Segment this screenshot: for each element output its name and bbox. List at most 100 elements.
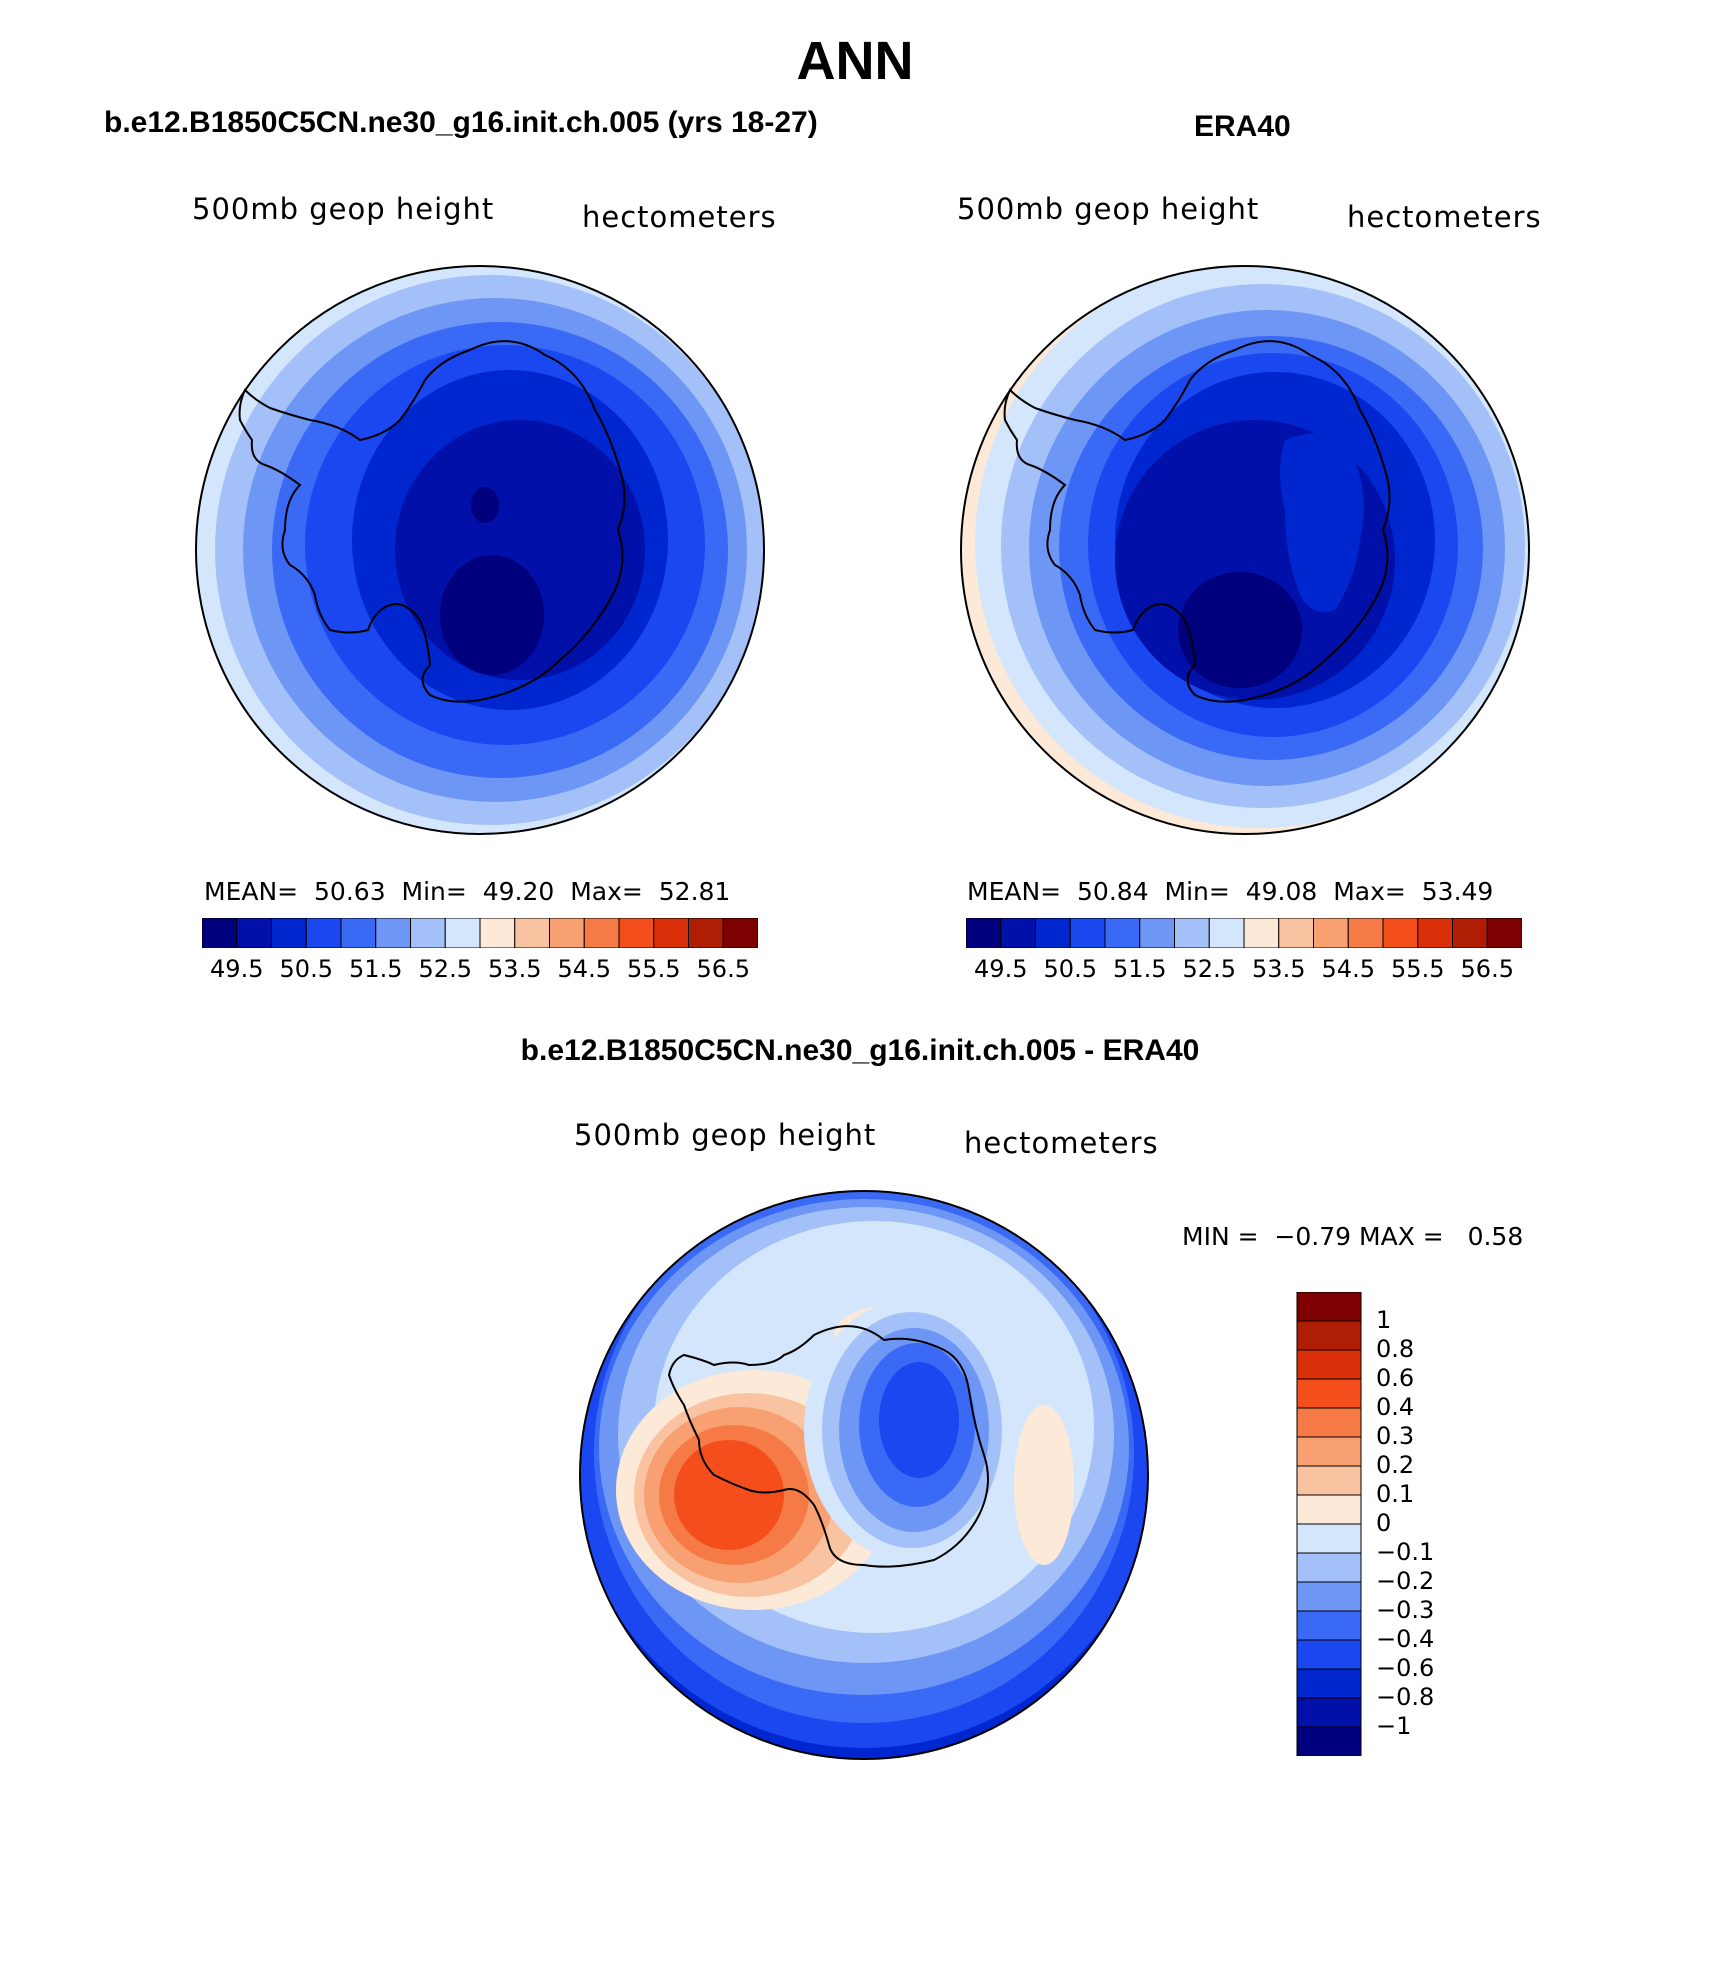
obs-colorbar-tick-label: 51.5 xyxy=(1113,955,1167,983)
model-mean-label: MEAN= xyxy=(204,877,299,906)
obs-colorbar-tick-label: 55.5 xyxy=(1391,955,1445,983)
obs-colorbar-tick-label: 50.5 xyxy=(1043,955,1097,983)
obs-stats: MEAN= 50.84 Min= 49.08 Max= 53.49 xyxy=(967,877,1493,906)
obs-min-value: 49.08 xyxy=(1245,877,1318,906)
obs-colorbar-swatch xyxy=(966,918,1002,948)
diff-colorbar-tick-label: 0.2 xyxy=(1376,1451,1415,1479)
antarctica-coastline xyxy=(667,1325,989,1568)
obs-colorbar-swatch xyxy=(1000,918,1036,948)
diff-colorbar-swatch xyxy=(1296,1292,1362,1322)
diff-colorbar xyxy=(1296,1292,1362,1756)
model-colorbar xyxy=(202,918,758,948)
obs-colorbar-swatch xyxy=(1313,918,1349,948)
model-colorbar-tick-label: 56.5 xyxy=(696,955,750,983)
obs-colorbar-swatch xyxy=(1486,918,1522,948)
model-colorbar-swatch xyxy=(340,918,377,948)
obs-colorbar-swatch xyxy=(1139,918,1175,948)
model-colorbar-swatch xyxy=(271,918,307,948)
model-colorbar-tick-label: 53.5 xyxy=(488,955,542,983)
model-max-value: 52.81 xyxy=(658,877,731,906)
obs-colorbar-swatch xyxy=(1243,918,1280,948)
model-colorbar-tick-label: 52.5 xyxy=(418,955,472,983)
diff-colorbar-tick-label: −0.6 xyxy=(1376,1654,1435,1682)
diff-colorbar-swatch xyxy=(1296,1668,1362,1699)
diff-colorbar-tick-label: −0.3 xyxy=(1376,1596,1435,1624)
obs-colorbar-swatch xyxy=(1382,918,1419,948)
obs-mean-value: 50.84 xyxy=(1077,877,1149,906)
model-variable-label: 500mb geop height xyxy=(192,192,495,226)
obs-colorbar-swatch xyxy=(1174,918,1210,948)
model-colorbar-swatch xyxy=(202,918,238,948)
obs-colorbar-swatch xyxy=(1069,918,1106,948)
diff-colorbar-swatch xyxy=(1296,1349,1362,1380)
diff-colorbar-tick-label: −0.8 xyxy=(1376,1683,1435,1711)
obs-colorbar-ticks: 49.5 50.5 51.5 52.5 53.5 54.5 55.5 56.5 xyxy=(966,955,1522,985)
obs-colorbar-tick-label: 54.5 xyxy=(1321,955,1375,983)
model-colorbar-tick-label: 54.5 xyxy=(557,955,611,983)
model-mean-value: 50.63 xyxy=(314,877,386,906)
model-panel-title: b.e12.B1850C5CN.ne30_g16.init.ch.005 (yr… xyxy=(104,106,818,139)
model-colorbar-swatch xyxy=(479,918,516,948)
diff-colorbar-tick-label: −0.2 xyxy=(1376,1567,1435,1595)
model-min-label: Min= xyxy=(401,877,467,906)
obs-colorbar-swatch xyxy=(1417,918,1453,948)
diff-polar-map xyxy=(579,1190,1149,1760)
diff-colorbar-swatch xyxy=(1296,1378,1362,1409)
diff-colorbar-swatch xyxy=(1296,1465,1362,1496)
obs-colorbar-swatch xyxy=(1278,918,1314,948)
diff-colorbar-tick-label: 0.3 xyxy=(1376,1422,1415,1450)
diff-colorbar-tick-label: 1 xyxy=(1376,1306,1392,1334)
diff-colorbar-swatch xyxy=(1296,1320,1362,1351)
model-colorbar-ticks: 49.5 50.5 51.5 52.5 53.5 54.5 55.5 56.5 xyxy=(202,955,758,985)
diff-colorbar-tick-label: −0.4 xyxy=(1376,1625,1435,1653)
diff-min-value: −0.79 xyxy=(1274,1222,1352,1251)
diff-max-label: MAX = xyxy=(1359,1222,1444,1251)
diff-colorbar-swatch xyxy=(1296,1523,1362,1554)
obs-units-label: hectometers xyxy=(1347,200,1542,234)
obs-mean-label: MEAN= xyxy=(967,877,1062,906)
diff-colorbar-swatch xyxy=(1296,1552,1362,1583)
model-colorbar-swatch xyxy=(375,918,411,948)
obs-colorbar-swatch xyxy=(1208,918,1245,948)
model-colorbar-swatch xyxy=(549,918,585,948)
diff-colorbar-swatch xyxy=(1296,1494,1362,1525)
model-colorbar-swatch xyxy=(653,918,689,948)
antarctica-coastline xyxy=(1003,340,1391,703)
main-title: ANN xyxy=(796,31,914,91)
obs-colorbar-swatch xyxy=(1452,918,1488,948)
antarctica-coastline xyxy=(238,340,626,703)
obs-colorbar-tick-label: 56.5 xyxy=(1460,955,1514,983)
obs-max-value: 53.49 xyxy=(1421,877,1494,906)
diff-max-value: 0.58 xyxy=(1467,1222,1524,1251)
diff-panel-title: b.e12.B1850C5CN.ne30_g16.init.ch.005 - E… xyxy=(520,1034,1200,1067)
model-colorbar-swatch xyxy=(410,918,446,948)
model-colorbar-swatch xyxy=(583,918,620,948)
model-colorbar-tick-label: 50.5 xyxy=(279,955,333,983)
obs-min-label: Min= xyxy=(1164,877,1230,906)
obs-colorbar-swatch xyxy=(1035,918,1071,948)
obs-colorbar-swatch xyxy=(1104,918,1141,948)
diff-colorbar-swatch xyxy=(1296,1639,1362,1670)
diff-stats: MIN = −0.79 MAX = 0.58 xyxy=(1182,1222,1523,1251)
model-polar-map xyxy=(195,265,765,835)
diff-colorbar-tick-label: 0.1 xyxy=(1376,1480,1415,1508)
obs-colorbar-tick-label: 53.5 xyxy=(1252,955,1306,983)
model-stats: MEAN= 50.63 Min= 49.20 Max= 52.81 xyxy=(204,877,730,906)
diff-colorbar-tick-label: 0.6 xyxy=(1376,1364,1415,1392)
diff-colorbar-swatch xyxy=(1296,1436,1362,1467)
obs-polar-map xyxy=(960,265,1530,835)
model-colorbar-swatch xyxy=(514,918,550,948)
diff-variable-label: 500mb geop height xyxy=(574,1118,877,1152)
model-colorbar-tick-label: 49.5 xyxy=(210,955,264,983)
diff-colorbar-ticks: 1 0.8 0.6 0.4 0.3 0.2 0.1 0 −0.1 −0.2 −0.3 −0.4 −0.6… xyxy=(1376,1292,1516,1756)
diff-colorbar-tick-label: 0.8 xyxy=(1376,1335,1415,1363)
model-max-label: Max= xyxy=(570,877,643,906)
model-colorbar-tick-label: 51.5 xyxy=(349,955,403,983)
diff-colorbar-swatch xyxy=(1296,1726,1362,1756)
model-colorbar-swatch xyxy=(236,918,272,948)
model-colorbar-swatch xyxy=(688,918,724,948)
diff-colorbar-swatch xyxy=(1296,1407,1362,1438)
diff-colorbar-tick-label: 0.4 xyxy=(1376,1393,1415,1421)
diff-colorbar-tick-label: −1 xyxy=(1376,1712,1412,1740)
diff-colorbar-swatch xyxy=(1296,1697,1362,1728)
